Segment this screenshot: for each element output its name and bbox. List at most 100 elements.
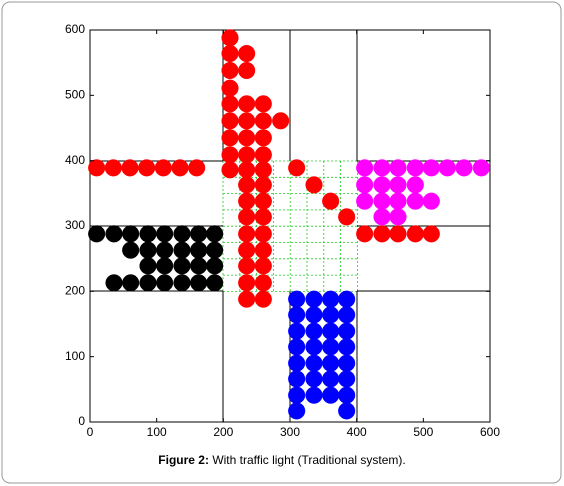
vehicle: [238, 95, 256, 113]
vehicle: [422, 159, 440, 177]
vehicle: [254, 208, 272, 226]
vehicle: [156, 225, 174, 243]
vehicle: [139, 225, 157, 243]
caption-label: Figure 2:: [158, 453, 209, 467]
vehicle: [206, 257, 224, 275]
vehicle: [138, 159, 156, 177]
vehicle: [122, 274, 140, 292]
vehicle: [254, 257, 272, 275]
vehicle: [221, 95, 239, 113]
vehicle: [171, 159, 189, 177]
vehicle: [288, 322, 306, 340]
vehicle: [338, 208, 356, 226]
vehicle: [322, 192, 340, 210]
vehicle: [221, 146, 239, 164]
y-tick-label: 0: [78, 414, 85, 428]
vehicle: [221, 44, 239, 63]
vehicle: [305, 306, 323, 324]
x-tick-label: 500: [413, 425, 433, 439]
vehicle: [190, 274, 208, 292]
vehicle: [422, 192, 440, 210]
vehicle: [190, 241, 208, 259]
vehicle: [254, 176, 272, 194]
vehicle: [254, 146, 272, 164]
y-tick-label: 100: [65, 349, 85, 363]
vehicle: [238, 176, 256, 194]
vehicle: [254, 225, 272, 243]
vehicle: [238, 129, 256, 147]
vehicle: [322, 386, 340, 404]
vehicle: [238, 44, 256, 63]
vehicle: [206, 225, 224, 243]
vehicle: [173, 257, 191, 275]
caption-text: With traffic light (Traditional system).: [212, 453, 405, 467]
vehicle: [338, 354, 356, 372]
x-tick-label: 200: [213, 425, 233, 439]
vehicle: [373, 176, 391, 194]
vehicle: [238, 192, 256, 210]
vehicle: [322, 322, 340, 340]
vehicle: [238, 208, 256, 226]
vehicle: [238, 274, 256, 292]
vehicle: [173, 241, 191, 259]
y-tick-label: 200: [65, 284, 85, 298]
vehicle: [105, 225, 123, 243]
vehicle: [389, 225, 407, 243]
vehicle: [254, 241, 272, 259]
vehicle: [305, 386, 323, 404]
x-tick-label: 100: [147, 425, 167, 439]
vehicle: [238, 241, 256, 259]
vehicle: [338, 370, 356, 388]
vehicle: [238, 61, 256, 80]
caption: Figure 2: With traffic light (Traditiona…: [158, 453, 405, 467]
x-tick-label: 600: [480, 425, 500, 439]
vehicle: [389, 176, 407, 194]
vehicle: [254, 129, 272, 147]
vehicle: [105, 274, 123, 292]
vehicle: [288, 338, 306, 356]
vehicle: [206, 241, 224, 259]
vehicle: [122, 241, 140, 259]
vehicle: [406, 159, 424, 177]
x-tick-label: 300: [280, 425, 300, 439]
vehicle: [254, 95, 272, 113]
vehicle: [322, 370, 340, 388]
vehicle: [438, 159, 456, 177]
vehicle: [272, 112, 290, 130]
vehicle: [173, 225, 191, 243]
x-tick-label: 0: [87, 425, 94, 439]
vehicle: [356, 225, 374, 243]
vehicle: [338, 402, 356, 420]
x-tick-label: 400: [347, 425, 367, 439]
vehicle: [373, 225, 391, 243]
vehicle: [356, 176, 374, 194]
vehicle: [139, 257, 157, 275]
vehicle: [88, 159, 106, 177]
vehicle: [206, 274, 224, 292]
vehicle: [305, 338, 323, 356]
vehicle: [422, 225, 440, 243]
vehicle: [338, 306, 356, 324]
vehicle: [305, 370, 323, 388]
vehicle: [322, 306, 340, 324]
vehicle: [288, 159, 306, 177]
vehicle: [254, 192, 272, 210]
vehicle: [221, 129, 239, 147]
vehicle: [238, 112, 256, 130]
vehicle: [389, 159, 407, 177]
vehicle: [373, 192, 391, 210]
vehicle: [190, 257, 208, 275]
vehicle: [238, 225, 256, 243]
vehicle: [88, 225, 106, 243]
vehicle: [288, 354, 306, 372]
vehicle: [472, 159, 490, 177]
vehicle: [238, 290, 256, 308]
vehicle: [254, 274, 272, 292]
vehicle: [322, 290, 340, 308]
vehicle: [288, 290, 306, 308]
vehicle: [221, 161, 239, 179]
vehicle: [104, 159, 122, 177]
vehicle: [356, 159, 374, 177]
